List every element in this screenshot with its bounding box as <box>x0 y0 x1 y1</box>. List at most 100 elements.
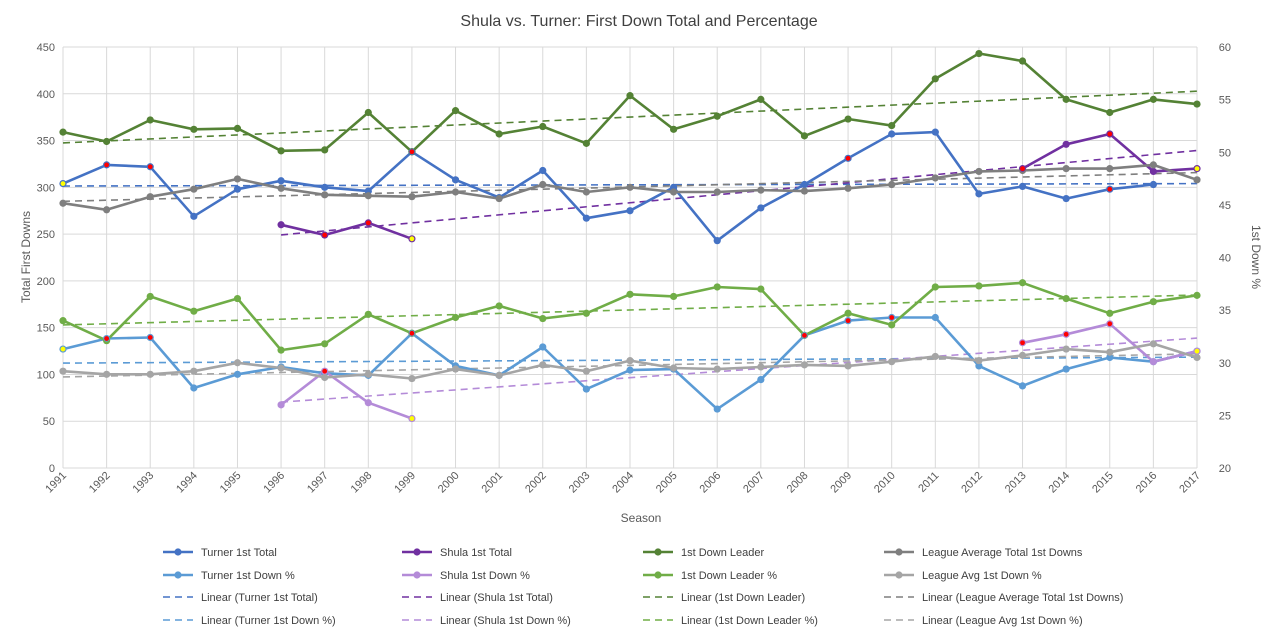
data-point <box>59 128 67 136</box>
legend-label: Turner 1st Down % <box>201 570 295 582</box>
highlight-marker <box>408 235 416 242</box>
data-point <box>146 116 154 124</box>
data-point <box>451 313 460 322</box>
x-tick-label: 1997 <box>305 470 331 496</box>
x-tick-label: 1998 <box>349 470 375 496</box>
highlight-marker <box>801 332 808 339</box>
data-point <box>1062 95 1070 103</box>
data-point <box>626 92 634 100</box>
data-point <box>1106 353 1114 362</box>
data-point <box>931 75 939 83</box>
legend-trend-label: Linear (1st Down Leader %) <box>681 615 818 627</box>
data-markers <box>59 49 1201 423</box>
data-point <box>146 292 154 301</box>
data-point <box>975 49 983 58</box>
highlight-marker <box>408 330 416 337</box>
x-tick-label: 2001 <box>479 470 505 496</box>
highlight-marker <box>1062 331 1070 338</box>
x-tick-label: 2003 <box>567 470 593 496</box>
data-point <box>1149 358 1157 366</box>
data-point <box>582 188 590 196</box>
data-point <box>233 294 242 303</box>
x-tick-label: 1992 <box>87 470 113 496</box>
data-point <box>539 166 547 175</box>
data-point <box>713 112 721 120</box>
data-point <box>713 283 721 291</box>
data-point <box>975 362 983 370</box>
legend-label: Shula 1st Down % <box>440 570 530 582</box>
legend-marker <box>413 571 421 579</box>
data-point <box>844 115 852 123</box>
x-tick-label: 1991 <box>43 470 69 496</box>
highlight-marker <box>321 367 328 375</box>
data-point <box>626 183 634 191</box>
data-point <box>1062 194 1070 203</box>
highlight-marker <box>844 317 852 324</box>
data-point <box>451 107 460 115</box>
data-point <box>626 290 634 298</box>
x-tick-label: 2013 <box>1003 470 1029 496</box>
data-point <box>757 285 765 293</box>
trendline <box>281 337 1198 403</box>
data-point <box>582 214 590 222</box>
highlight-marker <box>408 415 416 422</box>
data-point <box>931 128 939 136</box>
data-point <box>888 130 896 138</box>
data-point <box>582 139 590 147</box>
data-point <box>1193 291 1201 299</box>
y-left-tick-label: 150 <box>37 323 55 335</box>
data-point <box>233 185 242 193</box>
data-point <box>1106 348 1114 356</box>
data-point <box>277 401 285 409</box>
data-point <box>1106 309 1114 317</box>
y-right-tick-label: 25 <box>1219 410 1231 422</box>
data-point <box>233 370 242 378</box>
data-point <box>321 340 329 348</box>
legend-marker <box>413 548 421 556</box>
data-point <box>1018 279 1027 287</box>
data-point <box>844 184 852 192</box>
y-left-tick-label: 400 <box>37 89 55 101</box>
data-point <box>757 375 765 384</box>
data-point <box>670 292 678 301</box>
legend-label: 1st Down Leader % <box>681 570 777 582</box>
highlight-marker <box>103 335 110 342</box>
data-point <box>800 180 809 189</box>
data-point <box>103 137 111 146</box>
data-point <box>451 188 460 196</box>
data-point <box>931 283 939 291</box>
legend-marker <box>174 548 182 556</box>
legend-trend-label: Linear (League Average Total 1st Downs) <box>922 592 1123 604</box>
x-tick-label: 1994 <box>174 470 200 496</box>
x-tick-label: 1996 <box>261 470 287 496</box>
data-point <box>931 174 939 182</box>
data-point <box>451 176 460 184</box>
x-axis-title: Season <box>621 511 662 525</box>
x-tick-label: 2005 <box>654 470 680 496</box>
y-right-tick-label: 20 <box>1219 463 1231 475</box>
data-point <box>495 194 503 203</box>
data-point <box>626 207 634 215</box>
legend-trend-label: Linear (1st Down Leader) <box>681 592 805 604</box>
data-point <box>277 364 285 372</box>
data-point <box>1062 140 1070 148</box>
x-tick-label: 2010 <box>872 470 898 496</box>
legend-trend-label: Linear (Turner 1st Total) <box>201 592 318 604</box>
data-point <box>190 367 198 375</box>
y-right-tick-label: 55 <box>1219 95 1231 107</box>
data-point <box>103 206 111 214</box>
x-tick-label: 2009 <box>828 470 854 496</box>
data-point <box>626 366 634 374</box>
data-point <box>975 282 983 290</box>
data-point <box>451 365 460 373</box>
highlight-marker <box>844 155 852 162</box>
gridlines <box>62 46 1198 469</box>
y-left-tick-label: 200 <box>37 276 55 288</box>
y-left-tick-label: 100 <box>37 369 55 381</box>
data-point <box>321 373 329 382</box>
data-point <box>670 125 678 133</box>
data-point <box>713 237 721 245</box>
data-point <box>364 192 372 200</box>
